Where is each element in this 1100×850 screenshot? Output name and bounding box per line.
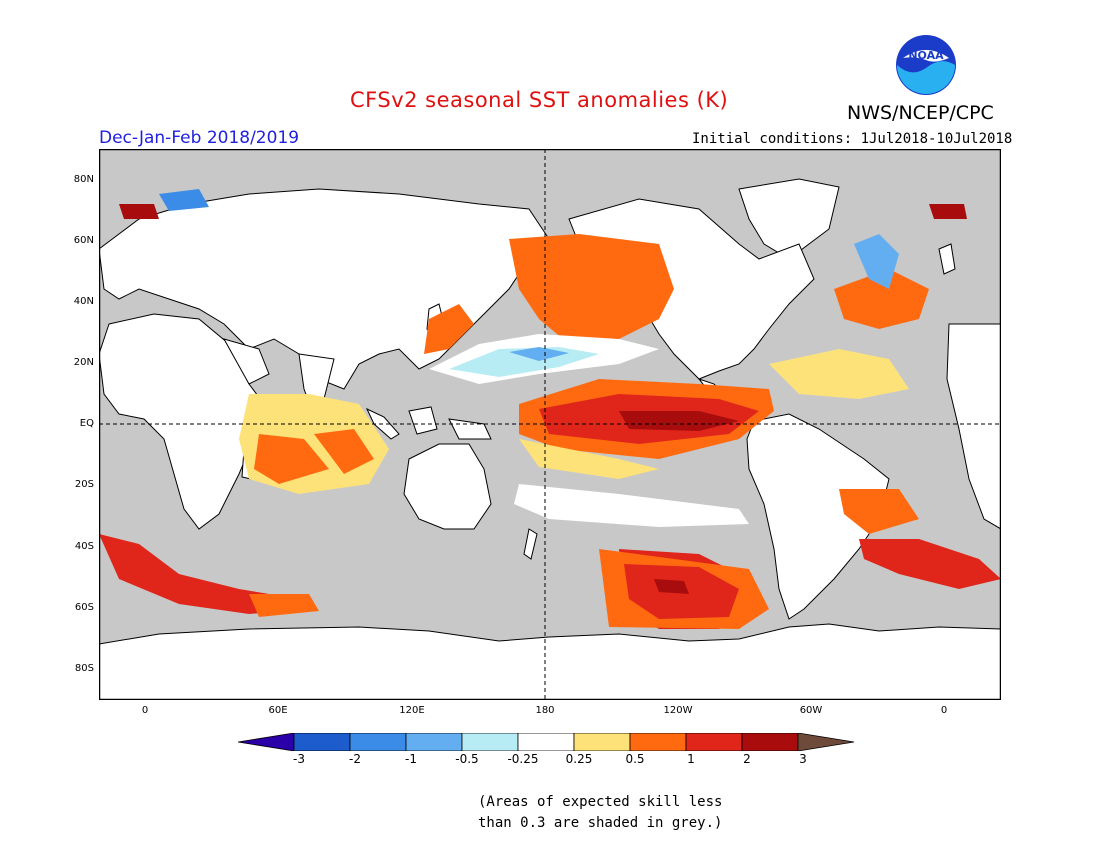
lon-label-0-east: 0 [940,705,948,716]
australia [403,443,492,530]
lat-label-60s: 60S [74,602,94,613]
colorbar-label: -0.25 [507,752,539,766]
map-frame [99,149,1001,700]
colorbar-swatch [349,733,407,751]
enso-core [619,411,739,431]
colorbar-label: 0.25 [565,752,593,766]
colorbar-label: 0.5 [625,752,645,766]
colorbar-swatch [405,733,463,751]
skill-note: (Areas of expected skill less than 0.3 a… [478,792,722,834]
colorbar-swatch [573,733,631,751]
lon-label-120e: 120E [399,705,425,716]
colorbar-label: 2 [743,752,751,766]
arctic-warm-east [929,204,967,219]
arctic-blue-west [159,189,209,211]
lat-label-40s: 40S [74,541,94,552]
south-pacific-white [514,484,749,527]
lat-label-20n: 20N [73,357,94,368]
sst-anomaly-map [99,149,1001,700]
organization-label: NWS/NCEP/CPC [847,102,994,124]
colorbar-label: -0.5 [455,752,479,766]
colorbar-swatch [461,733,519,751]
africa-east-repeat [946,323,1001,530]
arabian-peninsula [222,338,270,385]
initial-conditions: Initial conditions: 1Jul2018-10Jul2018 [692,131,1013,147]
lat-label-eq: EQ [79,418,94,429]
barents-warm [119,204,159,219]
skill-note-line-1: (Areas of expected skill less [478,794,723,810]
chart-title: CFSv2 seasonal SST anomalies (K) [350,88,729,112]
lat-label-60n: 60N [73,235,94,246]
southern-ocean-east [249,594,319,617]
colorbar-swatch [517,733,575,751]
colorbar-label: 1 [687,752,695,766]
north-atlantic-blue [854,234,899,289]
colorbar-swatch [685,733,743,751]
noaa-logo: NOAA [896,35,956,95]
north-pacific-warm [509,234,674,344]
indian-ocean-orange-2 [314,429,374,474]
colorbar-arrow-low [238,733,295,751]
tropical-atlantic-yellow [769,349,909,399]
kuroshio-warm [424,304,474,354]
north-atlantic-mix [834,269,929,329]
lon-label-180: 180 [535,705,555,716]
south-atlantic-warm [859,539,1001,589]
lat-label-20s: 20S [74,479,94,490]
antarctica [99,623,1001,700]
colorbar-arrow-high [797,733,855,751]
indian-ocean-orange [254,434,329,484]
colorbar-label: -2 [349,752,361,766]
new-zealand [523,528,538,560]
lon-label-120w: 120W [663,705,693,716]
pacific-yellow-fringe [519,439,659,479]
colorbar-swatch [741,733,799,751]
forecast-period: Dec-Jan-Feb 2018/2019 [99,128,300,148]
lat-label-80n: 80N [73,174,94,185]
lon-label-60w: 60W [799,705,823,716]
colorbar-label: -3 [293,752,305,766]
colorbar-label: -1 [405,752,417,766]
lon-label-0: 0 [141,705,149,716]
south-america [746,413,890,620]
lon-label-60e: 60E [268,705,288,716]
colorbar [238,733,855,751]
lat-label-80s: 80S [74,663,94,674]
british-isles [938,243,956,275]
colorbar-swatch [293,733,351,751]
greenland [738,178,840,260]
anomaly-patches [99,189,1001,629]
south-atlantic-orange [839,489,919,534]
colorbar-label: 3 [799,752,807,766]
colorbar-swatch [629,733,687,751]
borneo [408,406,438,435]
logo-text: NOAA [908,49,944,62]
north-pacific-cool-strip [509,347,569,361]
skill-note-line-2: than 0.3 are shaded in grey.) [478,815,723,831]
lat-label-40n: 40N [73,296,94,307]
south-pacific-dark [654,579,689,594]
